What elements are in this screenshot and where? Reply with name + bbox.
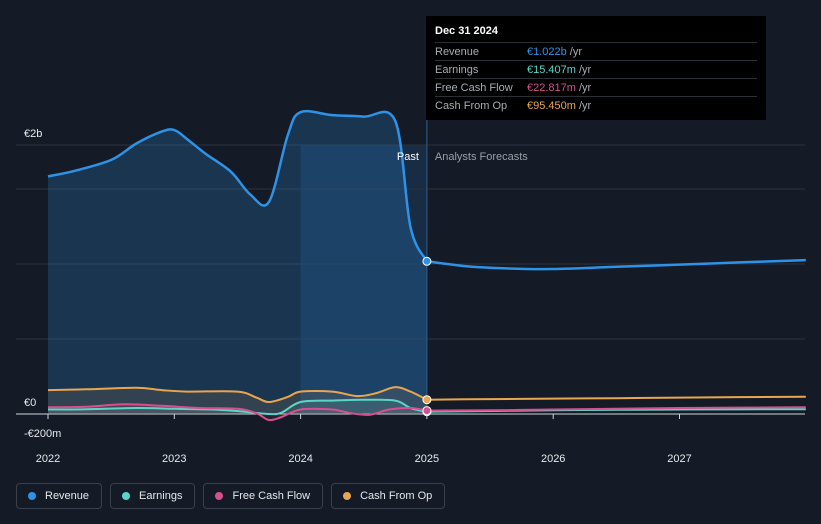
legend-dot-icon [343,492,352,500]
revenue-line-forecast [426,258,806,271]
legend-dot-icon [122,492,131,500]
x-tick-label: 2027 [667,453,691,465]
earnings-line-past [47,398,428,416]
series-lines [47,109,806,422]
legend-dot-icon [28,492,36,500]
tooltip-row-value: €22.817m [527,81,576,94]
tooltip-row-value: €1.022b [527,45,567,58]
legend-dot-icon [215,492,224,500]
x-axis: 2022 2023 2024 2025 2026 2027 [36,414,692,465]
y-axis-top-label: €2b [24,128,42,140]
legend-item-revenue[interactable]: Revenue [16,483,103,509]
cash-from-op-marker [422,395,432,405]
tooltip-row-label: Earnings [435,63,479,76]
tooltip-row-unit: /yr [578,63,592,76]
tooltip-row-free-cash-flow: Free Cash Flow €22.817m /yr [435,78,757,96]
tooltip-row-label: Revenue [435,45,480,58]
tooltip-row-label: Cash From Op [435,99,508,112]
tooltip-row-unit: /yr [569,45,582,58]
legend-item-cash-from-op[interactable]: Cash From Op [331,483,446,509]
free-cash-flow-line-forecast [426,406,806,412]
x-tick-label: 2024 [288,453,312,465]
tooltip-row-value: €15.407m [527,63,576,76]
forecast-label: Analysts Forecasts [435,151,528,163]
legend: Revenue Earnings Free Cash Flow Cash Fro… [16,483,446,509]
revenue-area [48,111,427,414]
earnings-area [48,399,427,415]
legend-item-earnings[interactable]: Earnings [110,483,196,509]
series-areas [48,111,427,421]
tooltip-row-label: Free Cash Flow [435,81,513,94]
cash-from-op-line-forecast [426,395,806,401]
legend-label: Revenue [45,490,90,502]
y-axis-zero-label: €0 [24,397,36,409]
tooltip-row-unit: /yr [578,99,592,112]
tooltip-row-value: €95.450m [527,99,576,112]
legend-label: Cash From Op [360,490,433,502]
cash-from-op-line-past [47,386,428,403]
tooltip-row-earnings: Earnings €15.407m /yr [435,60,757,78]
tooltip: Dec 31 2024 Revenue €1.022b /yr Earnings… [426,16,766,120]
tooltip-date: Dec 31 2024 [435,25,498,37]
x-tick-label: 2023 [162,453,186,465]
past-label: Past [397,151,419,163]
legend-item-free-cash-flow[interactable]: Free Cash Flow [203,483,324,509]
free-cash-flow-line-past [47,403,428,422]
legend-label: Earnings [139,490,183,502]
revenue-line-past [47,109,429,262]
x-tick-label: 2026 [541,453,565,465]
tooltip-row-unit: /yr [578,81,592,94]
x-tick-label: 2022 [36,453,60,465]
tooltip-row-cash-from-op: Cash From Op €95.450m /yr [435,96,757,114]
series-markers [422,256,432,417]
free-cash-flow-marker [422,406,432,416]
y-axis-bottom-label: -€200m [24,428,61,440]
tooltip-row-revenue: Revenue €1.022b /yr [435,42,757,60]
revenue-marker [422,256,432,266]
legend-label: Free Cash Flow [232,490,311,502]
x-tick-label: 2025 [415,453,439,465]
